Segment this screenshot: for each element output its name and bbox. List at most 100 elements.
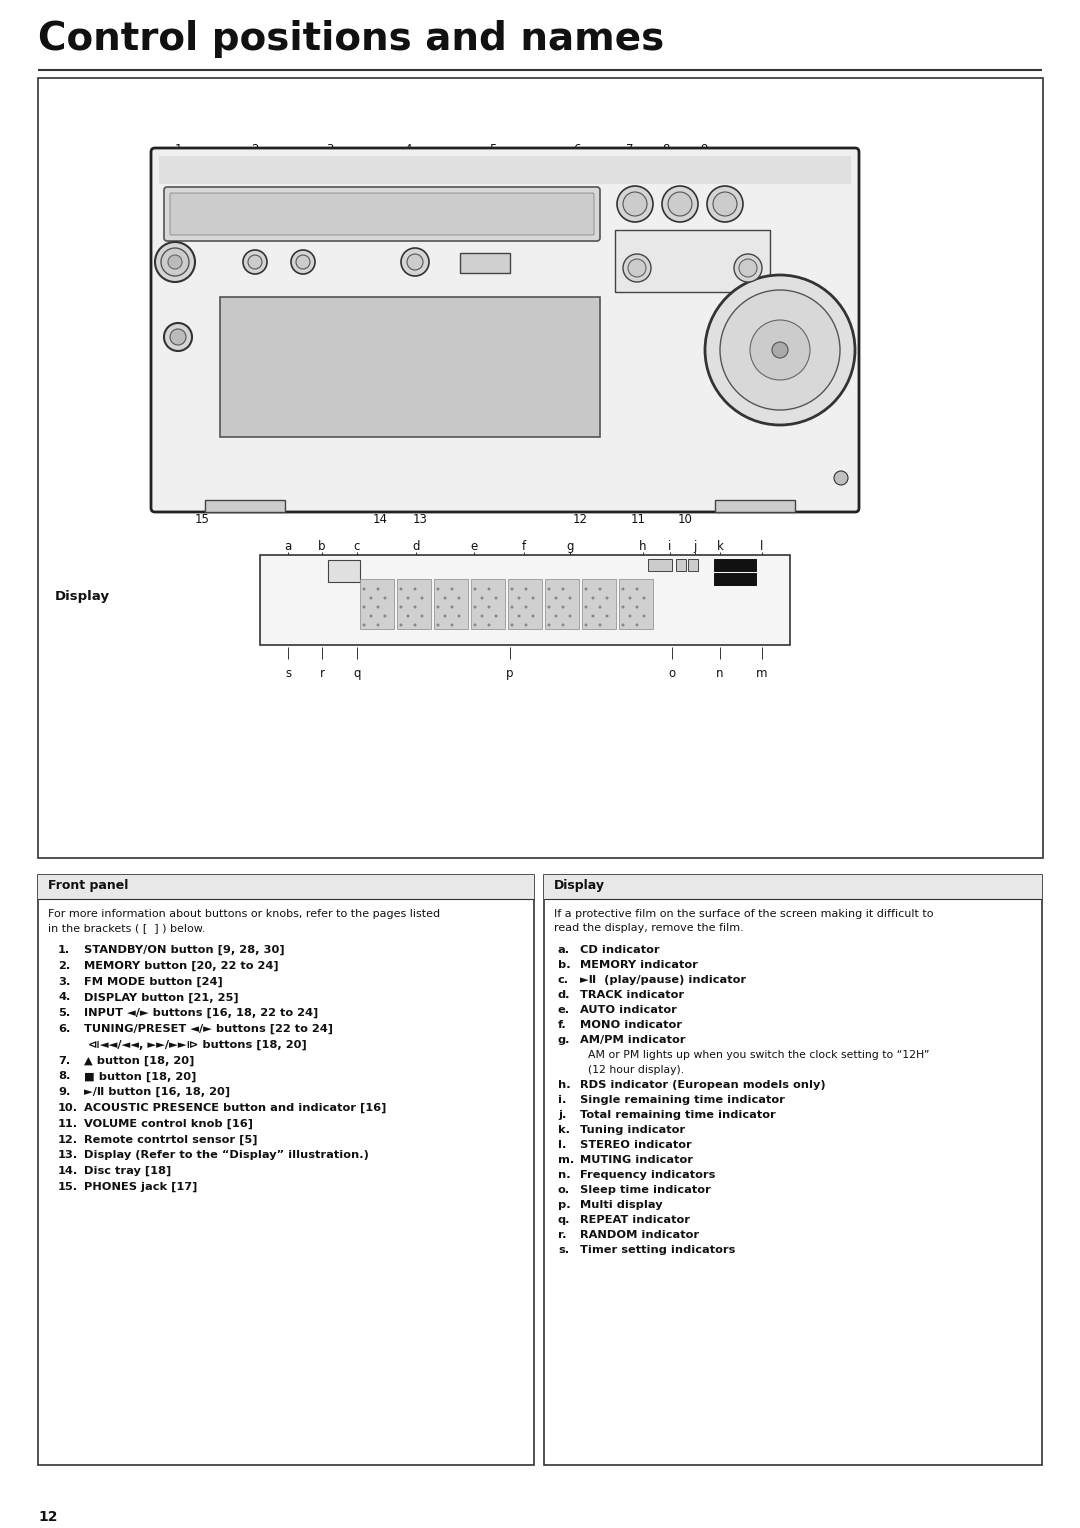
- Text: FM MODE: FM MODE: [293, 246, 318, 251]
- Circle shape: [606, 596, 608, 599]
- Bar: [619, 579, 653, 630]
- Bar: [38, 78, 1043, 859]
- Circle shape: [705, 275, 855, 425]
- Circle shape: [450, 623, 454, 626]
- Text: m: m: [756, 668, 768, 680]
- Circle shape: [296, 255, 310, 269]
- Circle shape: [450, 587, 454, 590]
- Text: ◄: ◄: [465, 257, 471, 263]
- Circle shape: [627, 260, 646, 277]
- Text: MONO indicator: MONO indicator: [580, 1021, 681, 1030]
- Text: c: c: [354, 539, 361, 553]
- Text: S: S: [678, 561, 684, 570]
- Text: l: l: [760, 539, 764, 553]
- Text: AUTO indicator: AUTO indicator: [580, 1005, 677, 1015]
- Circle shape: [548, 587, 551, 590]
- Bar: [397, 579, 431, 630]
- Bar: [688, 559, 698, 571]
- Circle shape: [548, 605, 551, 608]
- Text: b.: b.: [558, 960, 570, 970]
- Text: 13: 13: [413, 513, 428, 526]
- Circle shape: [487, 587, 490, 590]
- Text: TIMER: TIMER: [264, 562, 283, 568]
- Circle shape: [517, 596, 521, 599]
- Circle shape: [473, 623, 476, 626]
- Circle shape: [420, 614, 423, 617]
- Text: 9.: 9.: [58, 1088, 70, 1097]
- Text: ►Ⅱ  (play/pause) indicator: ►Ⅱ (play/pause) indicator: [580, 975, 746, 986]
- Text: 6: 6: [573, 144, 581, 156]
- Text: 4.: 4.: [58, 992, 70, 1002]
- Circle shape: [161, 248, 189, 277]
- Text: ►/Ⅱ: ►/Ⅱ: [715, 194, 726, 200]
- Text: 1.: 1.: [58, 944, 70, 955]
- Text: kHz: kHz: [750, 591, 761, 596]
- Circle shape: [400, 623, 403, 626]
- Text: q.: q.: [558, 1215, 570, 1225]
- Circle shape: [291, 251, 315, 274]
- Circle shape: [635, 623, 638, 626]
- Text: n: n: [716, 668, 724, 680]
- Text: 8.: 8.: [58, 1071, 70, 1082]
- Text: r: r: [320, 668, 324, 680]
- Circle shape: [562, 623, 565, 626]
- Circle shape: [369, 596, 373, 599]
- Text: 14: 14: [373, 513, 388, 526]
- Text: MONO: MONO: [485, 561, 507, 567]
- Circle shape: [720, 290, 840, 410]
- Circle shape: [669, 193, 692, 215]
- Circle shape: [511, 623, 513, 626]
- Circle shape: [383, 596, 387, 599]
- Text: 12: 12: [38, 1510, 57, 1523]
- Circle shape: [584, 587, 588, 590]
- Text: o: o: [669, 668, 676, 680]
- Text: ●: ●: [755, 623, 761, 630]
- Circle shape: [377, 587, 379, 590]
- Bar: [159, 156, 851, 183]
- Text: 1: 1: [174, 144, 181, 156]
- Text: ACOUSTIC: ACOUSTIC: [725, 466, 750, 471]
- Text: Display: Display: [55, 590, 110, 604]
- Circle shape: [444, 614, 446, 617]
- Circle shape: [598, 587, 602, 590]
- Circle shape: [243, 251, 267, 274]
- Text: i.: i.: [558, 1096, 566, 1105]
- Bar: [220, 296, 600, 437]
- Text: 7.: 7.: [58, 1056, 70, 1065]
- Text: 5: 5: [489, 144, 497, 156]
- Circle shape: [481, 614, 484, 617]
- Circle shape: [584, 623, 588, 626]
- Circle shape: [406, 596, 409, 599]
- FancyBboxPatch shape: [164, 186, 600, 241]
- Text: Display: Display: [554, 879, 605, 892]
- Text: MIN: MIN: [750, 575, 762, 581]
- Circle shape: [643, 614, 646, 617]
- Circle shape: [562, 605, 565, 608]
- Circle shape: [772, 342, 788, 358]
- Text: 10: 10: [677, 513, 692, 526]
- Text: 12.: 12.: [58, 1135, 78, 1144]
- Circle shape: [487, 623, 490, 626]
- Text: Remote contrtol sensor [5]: Remote contrtol sensor [5]: [84, 1135, 257, 1144]
- Circle shape: [617, 186, 653, 222]
- Circle shape: [592, 596, 594, 599]
- Circle shape: [525, 587, 527, 590]
- Bar: [38, 876, 534, 1465]
- Circle shape: [750, 319, 810, 380]
- Circle shape: [525, 623, 527, 626]
- Text: INPUT ◄/► buttons [16, 18, 22 to 24]: INPUT ◄/► buttons [16, 18, 22 to 24]: [84, 1008, 319, 1019]
- Text: PRESENCE: PRESENCE: [725, 477, 751, 481]
- Circle shape: [629, 596, 632, 599]
- Circle shape: [164, 322, 192, 351]
- Circle shape: [487, 605, 490, 608]
- Text: Front panel: Front panel: [48, 879, 129, 892]
- Text: MEMORY indicator: MEMORY indicator: [580, 960, 698, 970]
- Circle shape: [707, 186, 743, 222]
- Text: 13.: 13.: [58, 1151, 78, 1160]
- Circle shape: [414, 623, 417, 626]
- Circle shape: [420, 596, 423, 599]
- Text: Control positions and names: Control positions and names: [38, 20, 664, 58]
- Circle shape: [621, 623, 624, 626]
- Text: j: j: [693, 539, 697, 553]
- Text: 11.: 11.: [58, 1118, 78, 1129]
